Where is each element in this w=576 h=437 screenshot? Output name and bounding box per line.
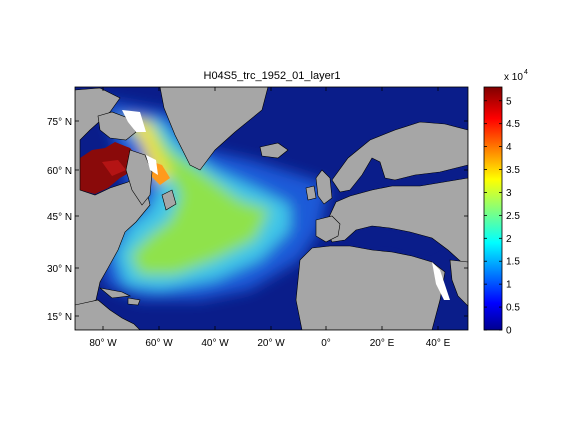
labrador-land [125,149,153,206]
colorbar-exponent: 4 [524,69,528,76]
x-tick-label: 80° W [89,338,117,349]
y-tick-label: 15° N [47,312,72,323]
red-sea-nodata [432,262,450,300]
colorbar-tick-label: 2 [506,234,512,245]
newfoundland-land [161,189,177,211]
colorbar-tick-label: 0 [506,326,512,337]
land-masses [75,87,468,330]
colorbar: x 10 4 0 0.5 1 1.5 2 2.5 3 3.5 4 4.5 5 [483,69,528,337]
nodata-areas [122,110,450,300]
greenland-land [159,87,269,171]
ireland-land [305,185,317,201]
map-area [75,87,468,330]
x-tick-label: 20° E [370,338,395,349]
europe-land [325,177,468,269]
colorbar-tick-label: 0.5 [506,303,520,314]
colorbar-tick-label: 1 [506,280,512,291]
colorbar-tick-label: 4.5 [506,119,520,130]
x-axis: 80° W 60° W 40° W 20° W 0° 20° E 40° E [89,87,451,349]
iceland-land [259,142,289,159]
colorbar-tick-label: 3.5 [506,165,520,176]
x-tick-label: 0° [321,338,331,349]
iberia-land [315,215,341,243]
map-frame [74,86,469,331]
great-britain-land [315,169,333,205]
plot-title: H04S5_trc_1952_01_layer1 [204,70,341,82]
y-tick-label: 60° N [47,166,72,177]
colorbar-tick-label: 2.5 [506,211,520,222]
cuba-land [98,287,132,299]
colorbar-ticks: 0 0.5 1 1.5 2 2.5 3 3.5 4 4.5 5 [484,96,520,337]
hudson-bay-red [102,160,126,176]
y-tick-label: 30° N [47,264,72,275]
colorbar-gradient [483,86,503,331]
colorbar-multiplier: x 10 [504,72,523,83]
x-tick-label: 40° E [426,338,451,349]
scandinavia-land [331,121,468,193]
central-america-land [75,299,141,330]
colorbar-tick-label: 1.5 [506,257,520,268]
arabia-land [449,259,468,307]
y-axis: 15° N 30° N 45° N 60° N 75° N [47,117,468,323]
labrador-coast-nodata [146,155,158,175]
x-tick-label: 60° W [145,338,173,349]
hispaniola-land [127,297,141,306]
x-tick-label: 40° W [201,338,229,349]
colorbar-tick-label: 3 [506,188,512,199]
davis-strait-nodata [122,110,146,132]
mediterranean [350,228,445,256]
colorbar-tick-label: 5 [506,96,512,107]
y-tick-label: 45° N [47,212,72,223]
colorbar-tick-label: 4 [506,142,512,153]
y-tick-label: 75° N [47,117,72,128]
x-tick-label: 20° W [257,338,285,349]
